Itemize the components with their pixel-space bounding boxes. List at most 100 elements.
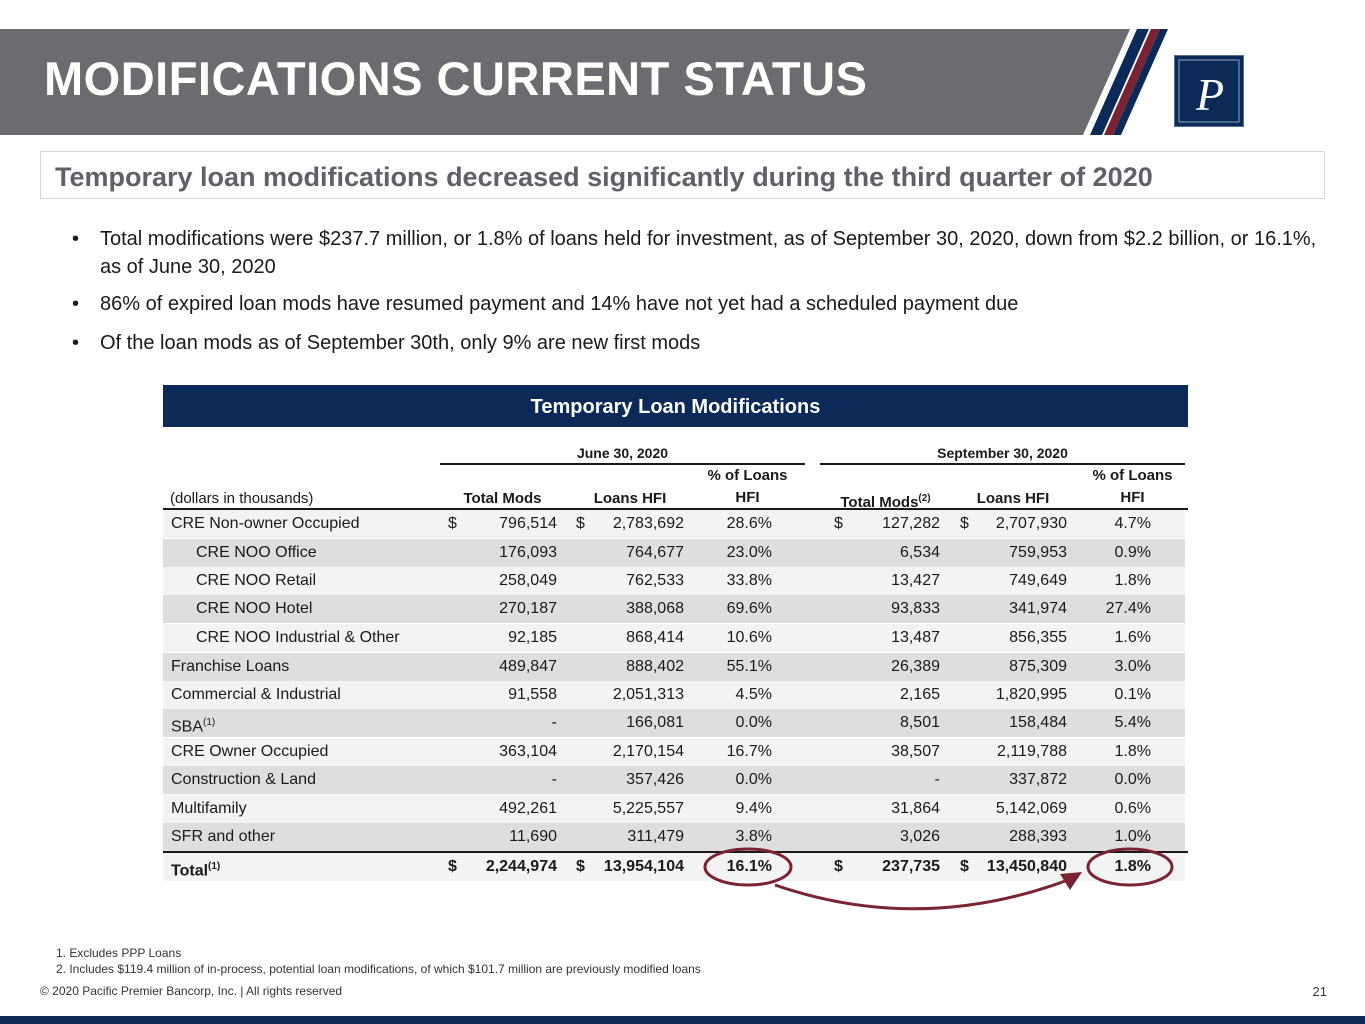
group-sept-rule xyxy=(820,463,1185,465)
company-logo: P xyxy=(1174,55,1244,127)
currency-sign: $ xyxy=(576,515,585,532)
sept-loans-hfi: 2,119,788 xyxy=(997,743,1067,760)
table-row: Construction & Land - 357,426 0.0% - 337… xyxy=(163,766,1185,794)
sept-pct: 1.8% xyxy=(1114,858,1151,875)
table-banner: Temporary Loan Modifications xyxy=(163,385,1188,427)
currency-sign: $ xyxy=(448,515,457,532)
sept-pct: 27.4% xyxy=(1105,600,1151,617)
footnote-1: 1. Excludes PPP Loans xyxy=(56,946,182,960)
subtitle-box: Temporary loan modifications decreased s… xyxy=(40,151,1325,199)
june-total-mods: 796,514 xyxy=(499,515,557,532)
june-loans-hfi: 2,783,692 xyxy=(612,515,684,532)
june-loans-hfi: 762,533 xyxy=(626,572,684,589)
sept-loans-hfi: 341,974 xyxy=(1009,600,1067,617)
sept-total-mods: 237,735 xyxy=(882,858,940,875)
page-number: 21 xyxy=(1312,984,1327,999)
june-pct: 28.6% xyxy=(726,515,772,532)
sept-pct: 0.0% xyxy=(1114,771,1151,788)
row-label: CRE NOO Industrial & Other xyxy=(196,629,400,646)
june-loans-hfi: 357,426 xyxy=(626,771,684,788)
sept-pct: 0.6% xyxy=(1114,800,1151,817)
col-june-pct-line1: % of Loans xyxy=(707,467,788,484)
june-pct: 4.5% xyxy=(735,686,772,703)
sept-loans-hfi: 2,707,930 xyxy=(995,515,1067,532)
table-row: CRE Non-owner Occupied $ 796,514 $ 2,783… xyxy=(163,510,1185,538)
col-sept-pct: % of Loans HFI xyxy=(1080,465,1185,509)
change-arrow-line xyxy=(774,878,1069,911)
sept-loans-hfi: 337,872 xyxy=(1009,771,1067,788)
row-label-text: SBA xyxy=(171,718,204,736)
june-pct: 55.1% xyxy=(726,658,772,675)
group-june: June 30, 2020 xyxy=(576,445,669,461)
row-label: CRE NOO Office xyxy=(196,544,317,561)
table-row: CRE NOO Retail 258,049 762,533 33.8% 13,… xyxy=(163,567,1185,595)
sept-total-mods: 38,507 xyxy=(891,743,940,760)
row-label: CRE Non-owner Occupied xyxy=(171,515,360,532)
row-label: Franchise Loans xyxy=(171,658,290,675)
sept-total-mods: 127,282 xyxy=(882,515,940,532)
bullet-item: Of the loan mods as of September 30th, o… xyxy=(70,329,1330,357)
sept-total-mods: 6,534 xyxy=(899,544,940,561)
sept-loans-hfi: 856,355 xyxy=(1009,629,1067,646)
sept-loans-hfi: 13,450,840 xyxy=(986,858,1067,875)
currency-sign: $ xyxy=(834,515,843,532)
col-june-pct: % of Loans HFI xyxy=(695,465,800,509)
sept-total-mods: 13,427 xyxy=(891,572,940,589)
june-pct: 69.6% xyxy=(726,600,772,617)
sept-total-mods: - xyxy=(934,771,940,788)
sept-pct: 1.6% xyxy=(1114,629,1151,646)
copyright: © 2020 Pacific Premier Bancorp, Inc. | A… xyxy=(40,984,343,998)
table-row: Franchise Loans 489,847 888,402 55.1% 26… xyxy=(163,653,1185,681)
table-row: Commercial & Industrial 91,558 2,051,313… xyxy=(163,681,1185,709)
june-loans-hfi: 868,414 xyxy=(626,629,684,646)
sept-total-mods: 8,501 xyxy=(899,714,940,731)
footnotes: 1. Excludes PPP Loans 2. Includes $119.4… xyxy=(56,945,701,977)
sept-total-mods: 93,833 xyxy=(891,600,940,617)
row-label: SFR and other xyxy=(171,828,276,845)
sept-loans-hfi: 759,953 xyxy=(1009,544,1067,561)
header-rule xyxy=(163,508,1188,510)
footnote-2: 2. Includes $119.4 million of in-process… xyxy=(56,962,701,976)
june-pct: 16.1% xyxy=(726,858,772,875)
col-sept-loans-hfi: Loans HFI xyxy=(976,490,1050,507)
sept-pct: 1.8% xyxy=(1114,743,1151,760)
june-total-mods: 91,558 xyxy=(508,686,557,703)
svg-text:P: P xyxy=(1195,69,1224,120)
row-label: SBA(1) xyxy=(171,709,215,741)
sept-loans-hfi: 288,393 xyxy=(1009,828,1067,845)
june-total-mods: 270,187 xyxy=(499,600,557,617)
row-label: Commercial & Industrial xyxy=(171,686,341,703)
sept-pct: 3.0% xyxy=(1114,658,1151,675)
sept-pct: 1.8% xyxy=(1114,572,1151,589)
row-label: CRE Owner Occupied xyxy=(171,743,329,760)
table-row: CRE NOO Industrial & Other 92,185 868,41… xyxy=(163,624,1185,652)
sept-total-mods: 26,389 xyxy=(891,658,940,675)
june-total-mods: 92,185 xyxy=(508,629,557,646)
group-sept: September 30, 2020 xyxy=(937,445,1068,461)
june-loans-hfi: 13,954,104 xyxy=(603,858,684,875)
june-total-mods: 11,690 xyxy=(509,828,557,845)
table-row: Multifamily 492,261 5,225,557 9.4% 31,86… xyxy=(163,795,1185,823)
sept-pct: 0.1% xyxy=(1114,686,1151,703)
june-pct: 9.4% xyxy=(735,800,772,817)
row-label: Multifamily xyxy=(171,800,247,817)
currency-sign: $ xyxy=(960,515,969,532)
units-label: (dollars in thousands) xyxy=(170,490,314,507)
col-sept-total-mods-label: Total Mods xyxy=(840,494,919,511)
col-sept-pct-line1: % of Loans xyxy=(1092,467,1173,484)
june-loans-hfi: 311,479 xyxy=(627,828,684,845)
currency-sign: $ xyxy=(448,858,457,875)
sept-total-mods: 13,487 xyxy=(891,629,940,646)
june-total-mods: 492,261 xyxy=(499,800,557,817)
table-row: SFR and other 11,690 311,479 3.8% 3,026 … xyxy=(163,823,1185,851)
sept-total-mods: 2,165 xyxy=(899,686,940,703)
sept-loans-hfi: 875,309 xyxy=(1009,658,1067,675)
total-label-text: Total xyxy=(171,862,209,880)
row-label: Construction & Land xyxy=(171,771,316,788)
june-total-mods: 176,093 xyxy=(499,544,557,561)
bullet-list: Total modifications were $237.7 million,… xyxy=(70,225,1330,357)
sept-total-mods: 31,864 xyxy=(891,800,940,817)
june-pct: 23.0% xyxy=(726,544,772,561)
june-pct: 33.8% xyxy=(726,572,772,589)
bullet-item: Total modifications were $237.7 million,… xyxy=(70,225,1330,281)
